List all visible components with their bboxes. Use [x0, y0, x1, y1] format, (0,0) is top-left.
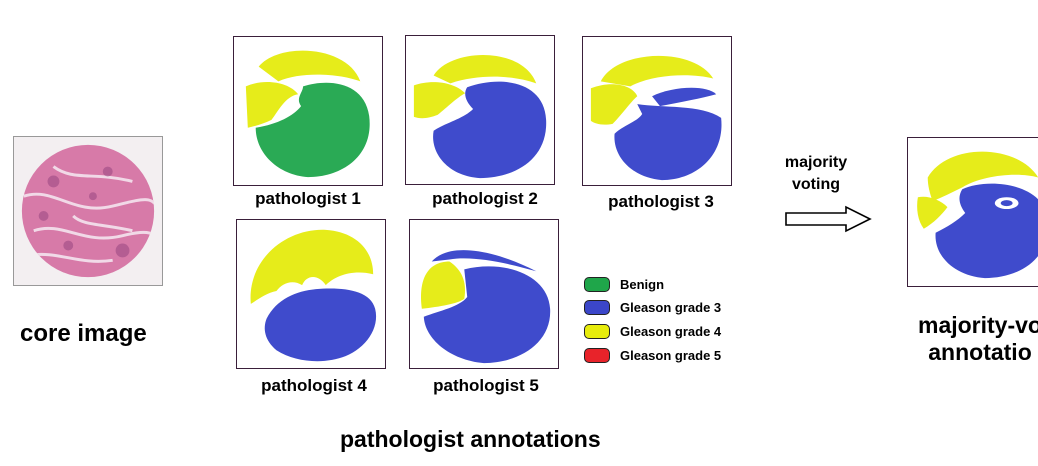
legend-item-gleason-3: Gleason grade 3	[584, 298, 721, 316]
pathologist-5-annotation	[409, 219, 559, 369]
pathologist-5-mask	[420, 250, 551, 364]
majority-vote-line1: majority-vo	[918, 312, 1038, 338]
pathologist-1-label: pathologist 1	[255, 189, 361, 208]
pathologist-4-annotation	[236, 219, 386, 369]
legend-swatch-gleason-5	[584, 347, 610, 363]
pathologist-annotations-title: pathologist annotations	[340, 426, 601, 452]
majority-vote-line2: annotatio	[928, 339, 1032, 365]
pathologist-2-mask	[413, 54, 547, 179]
legend-swatch-gleason-3	[584, 299, 610, 315]
legend-swatch-benign	[584, 276, 610, 292]
majority-voting-line1: majority	[784, 154, 848, 171]
pathologist-2-annotation	[405, 35, 555, 185]
majority-voting-label: majority voting	[770, 152, 862, 196]
legend-item-gleason-4: Gleason grade 4	[584, 322, 721, 340]
majority-voting-line2: voting	[792, 176, 840, 193]
core-image-label: core image	[20, 320, 147, 347]
pathologist-5-label: pathologist 5	[433, 376, 539, 395]
core-image	[13, 136, 163, 286]
pathologist-3-mask	[590, 55, 722, 181]
pathologist-4-mask	[250, 229, 377, 362]
legend: Benign Gleason grade 3 Gleason grade 4 G…	[584, 275, 754, 370]
legend-item-benign: Benign	[584, 275, 664, 293]
legend-label-benign: Benign	[620, 276, 665, 292]
legend-label-gleason-4: Gleason grade 4	[620, 323, 722, 339]
legend-swatch-gleason-4	[584, 323, 610, 339]
legend-label-gleason-3: Gleason grade 3	[620, 299, 722, 315]
legend-item-gleason-5: Gleason grade 5	[584, 346, 721, 364]
legend-label-gleason-5: Gleason grade 5	[620, 347, 722, 363]
pathologist-3-label: pathologist 3	[608, 192, 714, 211]
majority-vote-annotation	[907, 137, 1038, 287]
majority-vote-mask	[917, 151, 1038, 279]
core-tissue-graphic	[21, 144, 155, 278]
pathologist-3-annotation	[582, 36, 732, 186]
pathologist-2-label: pathologist 2	[432, 189, 538, 208]
pathologist-1-mask	[245, 50, 370, 178]
pathologist-4-label: pathologist 4	[261, 376, 367, 395]
majority-vote-label: majority-vo annotatio	[880, 312, 1038, 366]
arrow-icon	[785, 205, 872, 233]
pathologist-1-annotation	[233, 36, 383, 186]
